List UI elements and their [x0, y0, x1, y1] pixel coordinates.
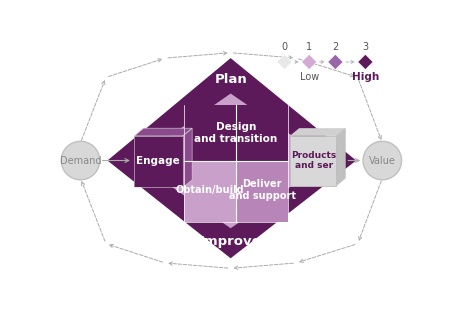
Text: 0: 0 — [281, 42, 288, 52]
Polygon shape — [277, 54, 292, 70]
Text: Obtain/build: Obtain/build — [176, 185, 244, 195]
Text: High: High — [352, 72, 379, 82]
Polygon shape — [184, 105, 288, 160]
Polygon shape — [135, 94, 328, 228]
Polygon shape — [184, 160, 236, 222]
Polygon shape — [108, 58, 356, 258]
Text: Deliver
and support: Deliver and support — [229, 179, 296, 201]
Text: Value: Value — [369, 156, 396, 165]
Text: 2: 2 — [332, 42, 338, 52]
Text: Products
and ser: Products and ser — [291, 151, 337, 170]
Text: Design
and transition: Design and transition — [194, 122, 278, 144]
Polygon shape — [336, 128, 345, 186]
Polygon shape — [183, 128, 192, 188]
Polygon shape — [135, 128, 192, 136]
Text: 3: 3 — [362, 42, 369, 52]
Polygon shape — [236, 160, 288, 222]
Polygon shape — [328, 54, 343, 70]
Ellipse shape — [61, 141, 100, 180]
Text: 1: 1 — [306, 42, 312, 52]
Text: Plan: Plan — [214, 73, 247, 86]
Text: Low: Low — [300, 72, 319, 82]
Polygon shape — [135, 136, 183, 188]
Text: Demand: Demand — [60, 156, 101, 165]
Text: Improve: Improve — [200, 235, 261, 248]
Polygon shape — [302, 54, 317, 70]
Polygon shape — [290, 136, 336, 186]
Polygon shape — [358, 54, 373, 70]
Text: Engage: Engage — [136, 156, 180, 165]
Polygon shape — [290, 128, 345, 136]
Ellipse shape — [363, 141, 401, 180]
